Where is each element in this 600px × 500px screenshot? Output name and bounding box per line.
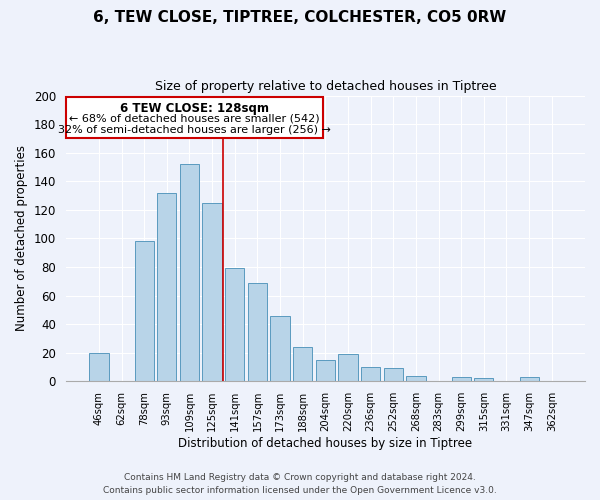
Text: 6 TEW CLOSE: 128sqm: 6 TEW CLOSE: 128sqm: [119, 102, 269, 115]
Text: ← 68% of detached houses are smaller (542): ← 68% of detached houses are smaller (54…: [69, 114, 320, 124]
Y-axis label: Number of detached properties: Number of detached properties: [15, 146, 28, 332]
Bar: [225, 268, 244, 382]
Bar: [271, 316, 290, 382]
Bar: [89, 353, 109, 382]
Bar: [157, 192, 176, 382]
Bar: [202, 202, 222, 382]
X-axis label: Distribution of detached houses by size in Tiptree: Distribution of detached houses by size …: [178, 437, 472, 450]
Bar: [520, 377, 539, 382]
Bar: [180, 164, 199, 382]
Bar: [474, 378, 493, 382]
Text: Contains HM Land Registry data © Crown copyright and database right 2024.
Contai: Contains HM Land Registry data © Crown c…: [103, 474, 497, 495]
Bar: [383, 368, 403, 382]
Bar: [293, 347, 313, 382]
FancyBboxPatch shape: [65, 97, 323, 138]
Text: 6, TEW CLOSE, TIPTREE, COLCHESTER, CO5 0RW: 6, TEW CLOSE, TIPTREE, COLCHESTER, CO5 0…: [94, 10, 506, 25]
Bar: [134, 242, 154, 382]
Title: Size of property relative to detached houses in Tiptree: Size of property relative to detached ho…: [155, 80, 496, 93]
Text: 32% of semi-detached houses are larger (256) →: 32% of semi-detached houses are larger (…: [58, 124, 331, 134]
Bar: [452, 377, 471, 382]
Bar: [406, 376, 425, 382]
Bar: [248, 282, 267, 382]
Bar: [361, 367, 380, 382]
Bar: [338, 354, 358, 382]
Bar: [316, 360, 335, 382]
